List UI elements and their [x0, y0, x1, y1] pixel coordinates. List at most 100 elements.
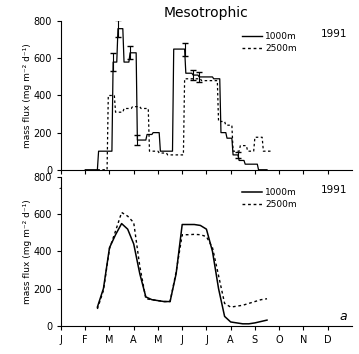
1000m	[190, 71, 194, 75]
2500m	[146, 106, 150, 110]
2500m	[259, 298, 263, 302]
2500m	[120, 210, 124, 215]
2500m	[231, 149, 235, 153]
2500m	[261, 149, 266, 153]
1000m	[231, 153, 235, 157]
1000m	[131, 242, 136, 246]
1000m	[192, 222, 196, 227]
1000m	[97, 149, 101, 153]
2500m	[204, 234, 209, 239]
1000m	[197, 75, 201, 79]
1000m	[203, 75, 208, 79]
2500m	[150, 298, 154, 302]
2500m	[137, 264, 142, 268]
2500m	[95, 168, 99, 172]
1000m	[198, 223, 202, 228]
1000m	[110, 149, 114, 153]
Text: a: a	[340, 310, 348, 323]
1000m	[265, 168, 269, 172]
2500m	[207, 79, 211, 83]
2500m	[260, 135, 264, 139]
2500m	[156, 298, 160, 303]
1000m	[174, 272, 178, 276]
2500m	[101, 288, 106, 292]
2500m	[113, 110, 118, 114]
2500m	[241, 303, 245, 307]
1000m	[95, 305, 99, 309]
Line: 1000m: 1000m	[85, 29, 267, 170]
1000m	[243, 162, 247, 166]
1000m	[150, 298, 154, 302]
1000m	[180, 222, 185, 227]
1000m	[150, 132, 154, 137]
2500m	[191, 77, 195, 81]
1000m	[127, 60, 131, 64]
1000m	[135, 138, 140, 142]
2500m	[112, 93, 116, 98]
1000m	[111, 60, 115, 64]
2500m	[130, 104, 135, 109]
2500m	[181, 153, 186, 157]
2500m	[165, 153, 170, 157]
1000m	[204, 75, 209, 79]
2500m	[129, 106, 134, 110]
2500m	[230, 123, 234, 127]
2500m	[137, 104, 142, 109]
2500m	[224, 123, 228, 127]
2500m	[126, 214, 130, 218]
2500m	[106, 93, 111, 98]
1000m	[249, 162, 253, 166]
1000m	[241, 322, 245, 326]
2500m	[253, 135, 257, 139]
2500m	[186, 233, 190, 237]
1000m	[126, 227, 130, 231]
2500m	[252, 149, 256, 153]
1000m	[234, 321, 239, 325]
2500m	[164, 151, 169, 155]
Line: 2500m: 2500m	[97, 79, 271, 170]
Line: 2500m: 2500m	[97, 212, 267, 309]
Text: 1991: 1991	[321, 184, 348, 195]
2500m	[107, 246, 112, 251]
2500m	[246, 149, 250, 153]
1000m	[224, 131, 228, 135]
1000m	[225, 136, 229, 140]
1000m	[107, 246, 112, 250]
1000m	[170, 149, 174, 153]
1000m	[218, 77, 222, 81]
1000m	[256, 168, 261, 172]
1000m	[151, 131, 155, 135]
1000m	[120, 222, 124, 226]
1000m	[210, 249, 215, 253]
Y-axis label: mass flux (mg m⁻² d⁻¹): mass flux (mg m⁻² d⁻¹)	[23, 43, 32, 148]
2500m	[156, 149, 160, 153]
1000m	[121, 27, 125, 31]
1000m	[145, 132, 149, 137]
2500m	[216, 119, 221, 124]
1000m	[247, 322, 251, 326]
2500m	[139, 106, 143, 110]
1000m	[255, 162, 260, 166]
2500m	[198, 77, 202, 81]
1000m	[204, 227, 209, 231]
1000m	[113, 233, 118, 237]
1000m	[116, 27, 120, 31]
2500m	[215, 79, 219, 83]
1000m	[210, 75, 215, 79]
Y-axis label: mass flux (mg m⁻² d⁻¹): mass flux (mg m⁻² d⁻¹)	[23, 199, 32, 304]
1000m	[98, 149, 102, 153]
1000m	[134, 51, 138, 55]
2500m	[210, 246, 215, 250]
1000m	[186, 222, 190, 227]
1000m	[216, 286, 221, 291]
2500m	[105, 168, 109, 172]
2500m	[144, 297, 148, 301]
Legend: 1000m, 2500m: 1000m, 2500m	[238, 185, 301, 213]
2500m	[182, 77, 187, 81]
2500m	[269, 149, 273, 153]
2500m	[216, 273, 221, 278]
1000m	[162, 299, 166, 304]
2500m	[265, 297, 269, 301]
2500m	[247, 301, 251, 306]
2500m	[147, 149, 151, 153]
